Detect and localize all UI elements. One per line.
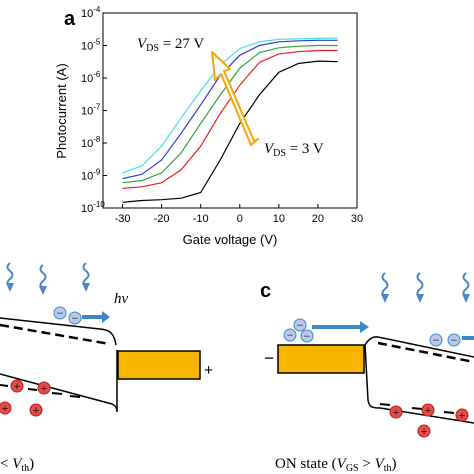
y-tick-label: 10-7 <box>81 103 101 118</box>
series-group <box>122 37 338 203</box>
x-tick-label: 20 <box>312 213 324 225</box>
electron-sign: − <box>433 333 440 347</box>
electron-icon <box>53 306 67 320</box>
electron-icon <box>283 328 297 342</box>
series-line-4 <box>122 37 338 174</box>
hole-icon <box>29 403 43 417</box>
y-tick-label: 10-10 <box>81 200 105 215</box>
hole-sign: + <box>41 381 48 395</box>
y-axis-title: Photocurrent (A) <box>54 63 69 158</box>
series-line-0 <box>122 60 338 203</box>
electron-sign: − <box>304 329 311 343</box>
photon-wave-icon <box>462 272 470 298</box>
y-tick-label: 10-5 <box>81 38 101 53</box>
annotation-vds-27: VDS = 27 V <box>137 36 204 54</box>
series-line-2 <box>122 44 338 184</box>
x-tick-label: 30 <box>351 213 363 225</box>
electron-icon <box>68 311 82 325</box>
electron-flow-arrowhead-icon <box>102 311 110 323</box>
hole-icon <box>0 401 12 415</box>
electron-icon <box>293 318 307 332</box>
x-tick-label: 0 <box>237 213 243 225</box>
annotation-vds-3: VDS = 3 V <box>264 141 324 159</box>
photon-arrowhead-icon <box>381 294 389 303</box>
on-state-caption: ON state (VGS > Vth) <box>275 456 397 474</box>
electron-sign: − <box>297 318 304 332</box>
fermi-level <box>0 323 111 346</box>
hole-icon <box>417 424 431 438</box>
panel-label-c: c <box>260 280 271 302</box>
electron-icon <box>429 333 443 347</box>
valence-band <box>0 350 118 413</box>
series-line-3 <box>122 39 338 180</box>
negative-terminal: − <box>264 348 274 368</box>
x-axis-title: Gate voltage (V) <box>183 232 278 247</box>
positive-terminal: + <box>204 362 213 379</box>
band-diagram-on-state: − − − − − − + + + + ON state (VGS > Vth) <box>264 272 474 474</box>
trap-level-dash <box>27 388 38 391</box>
gold-electrode <box>117 350 201 380</box>
x-tick-label: -20 <box>154 213 170 225</box>
y-tick-label: 10-8 <box>81 135 101 150</box>
electron-sign: − <box>451 333 458 347</box>
trap-level-dash <box>51 392 63 395</box>
panel-label-a: a <box>64 8 76 30</box>
trap-level-dash <box>443 411 455 414</box>
photon-wave-icon <box>416 272 424 298</box>
x-tick-label: -10 <box>193 213 209 225</box>
trap-level-dash <box>411 407 423 410</box>
band-diagram-off-state: hν − − + + + + + < Vth) <box>0 262 213 474</box>
photon-energy-label: hν <box>114 291 129 307</box>
trap-level-dash <box>0 384 9 387</box>
hole-icon <box>455 408 469 422</box>
hole-icon <box>389 405 403 419</box>
series-line-1 <box>122 49 338 189</box>
y-tick-label: 10-6 <box>81 70 101 85</box>
trap-level-dash <box>69 395 81 398</box>
gold-electrode <box>277 344 365 374</box>
hole-icon <box>10 379 24 393</box>
photon-arrowhead-icon <box>82 283 90 292</box>
electron-icon <box>447 333 461 347</box>
fermi-level <box>377 341 474 364</box>
hole-sign: + <box>33 403 40 417</box>
electron-icon <box>300 329 314 343</box>
y-tick-label: 10-4 <box>81 5 101 20</box>
hole-sign: + <box>14 379 21 393</box>
photon-wave-icon <box>39 264 47 290</box>
hole-sign: + <box>421 424 428 438</box>
vds-increase-arrow <box>211 51 259 146</box>
hole-sign: + <box>425 403 432 417</box>
photon-arrowhead-icon <box>416 294 424 303</box>
hole-sign: + <box>2 401 9 415</box>
electron-sign: − <box>57 306 64 320</box>
axis-ticks <box>103 12 358 209</box>
valence-band <box>364 344 474 424</box>
photon-arrowhead-icon <box>462 294 470 303</box>
hole-sign: + <box>459 408 466 422</box>
photon-arrowhead-icon <box>6 283 14 292</box>
photon-wave-icon <box>381 272 389 298</box>
tick-labels: -30 -20 -10 0 10 20 30 10-4 10-5 10-6 10-7 10-8 10-9… <box>81 5 363 225</box>
hole-sign: + <box>393 405 400 419</box>
y-tick-label: 10-9 <box>81 168 101 183</box>
conduction-band <box>364 336 474 358</box>
hole-icon <box>421 403 435 417</box>
trap-level-dash <box>379 403 391 406</box>
conduction-band <box>0 317 117 346</box>
electron-sign: − <box>287 328 294 342</box>
photocurrent-chart: -30 -20 -10 0 10 20 30 10-4 10-5 10-6 10-7 10-8 10-9… <box>54 5 363 247</box>
x-tick-label: 10 <box>273 213 285 225</box>
hole-icon <box>37 381 51 395</box>
x-tick-label: -30 <box>115 213 131 225</box>
off-state-caption: < Vth) <box>0 456 34 474</box>
photon-arrowhead-icon <box>39 286 47 295</box>
electron-sign: − <box>72 311 79 325</box>
electron-flow-arrowhead-icon <box>360 321 369 333</box>
